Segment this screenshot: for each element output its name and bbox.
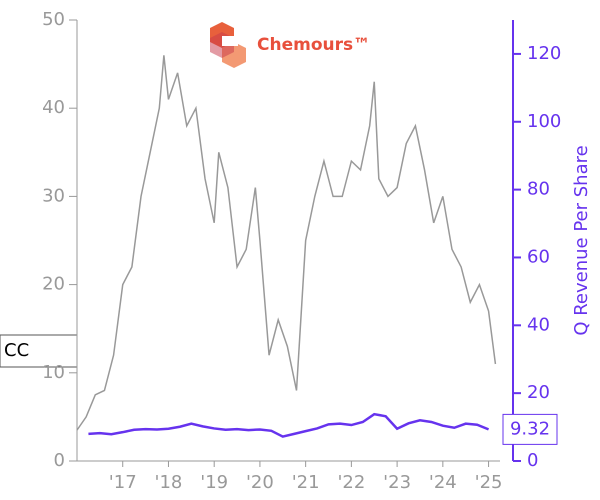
x-tick-label: '19 bbox=[200, 472, 228, 493]
y-tick-label: 20 bbox=[42, 274, 65, 295]
logo-text: Chemours™ bbox=[257, 35, 370, 55]
last-value-label: 9.32 bbox=[510, 418, 550, 439]
logo-icon bbox=[210, 22, 246, 68]
y-tick-label: 0 bbox=[54, 450, 65, 471]
y2-tick-label: 0 bbox=[527, 450, 538, 471]
x-tick-label: '18 bbox=[155, 472, 183, 493]
y2-tick-label: 60 bbox=[527, 246, 550, 267]
x-tick-label: '22 bbox=[337, 472, 365, 493]
y2-tick-label: 20 bbox=[527, 382, 550, 403]
y2-tick-label: 120 bbox=[527, 43, 561, 64]
y-tick-label: 50 bbox=[42, 9, 65, 30]
x-tick-label: '25 bbox=[475, 472, 503, 493]
y-tick-label: 40 bbox=[42, 97, 65, 118]
y2-tick-label: 100 bbox=[527, 111, 561, 132]
series-line bbox=[76, 55, 497, 431]
y-tick-label: 10 bbox=[42, 362, 65, 383]
x-tick-label: '24 bbox=[429, 472, 457, 493]
x-tick-label: '23 bbox=[383, 472, 411, 493]
x-tick-label: '20 bbox=[246, 472, 274, 493]
x-tick-label: '21 bbox=[292, 472, 320, 493]
y2-axis-label: Q Revenue Per Share bbox=[571, 145, 592, 335]
y2-tick-label: 40 bbox=[527, 314, 550, 335]
ticker-label: CC bbox=[4, 340, 29, 361]
y-tick-label: 30 bbox=[42, 185, 65, 206]
ticker-box bbox=[0, 334, 78, 368]
y2-tick-label: 80 bbox=[527, 179, 550, 200]
series-line bbox=[88, 412, 490, 438]
last-value-box bbox=[502, 413, 558, 445]
x-tick-label: '17 bbox=[109, 472, 137, 493]
